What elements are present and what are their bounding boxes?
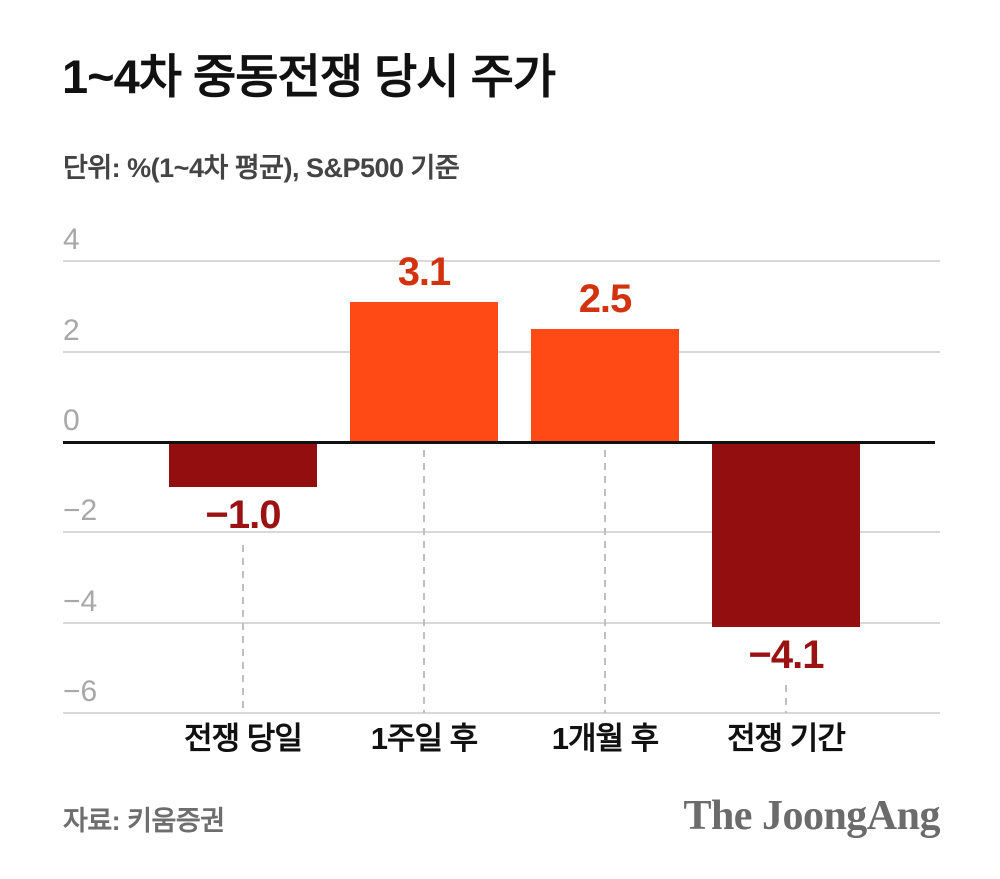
bar-1: [169, 442, 317, 488]
category-guide-line: [785, 685, 787, 713]
y-gridline: [63, 621, 940, 624]
bar-3: [531, 329, 679, 442]
x-axis-category-label: 1주일 후: [370, 721, 478, 756]
bar-4: [712, 442, 860, 628]
category-guide-line: [423, 450, 425, 713]
bar-value-label: 2.5: [578, 277, 633, 321]
y-axis-tick-label: −6: [63, 675, 98, 709]
chart-title: 1~4차 중동전쟁 당시 주가: [62, 50, 556, 103]
bar-2: [350, 301, 498, 442]
y-gridline: [63, 260, 940, 263]
y-axis-tick-label: 0: [63, 404, 80, 437]
y-axis-tick-label: 2: [63, 313, 80, 347]
bar-value-label: 3.1: [397, 249, 452, 294]
bar-value-label: −1.0: [205, 493, 282, 538]
y-gridline: [63, 712, 940, 715]
x-axis-category-label: 전쟁 기간: [727, 721, 846, 756]
source-label: 자료: 키움증권: [63, 806, 225, 836]
chart-unit-note: 단위: %(1~4차 평균), S&P500 기준: [63, 153, 460, 183]
x-axis-category-label: 1개월 후: [551, 721, 659, 756]
bar-value-label: −4.1: [748, 633, 825, 678]
zero-axis-line: [63, 441, 935, 444]
y-axis-tick-label: 4: [63, 223, 80, 257]
y-gridline: [63, 531, 940, 534]
y-axis-tick-label: −4: [63, 584, 98, 618]
y-axis-tick-label: −2: [63, 494, 98, 528]
category-guide-line: [604, 450, 606, 713]
brand-logo: The JoongAng: [683, 793, 940, 839]
y-gridline: [63, 350, 940, 353]
category-guide-line: [242, 545, 244, 713]
x-axis-category-label: 전쟁 당일: [184, 721, 303, 756]
